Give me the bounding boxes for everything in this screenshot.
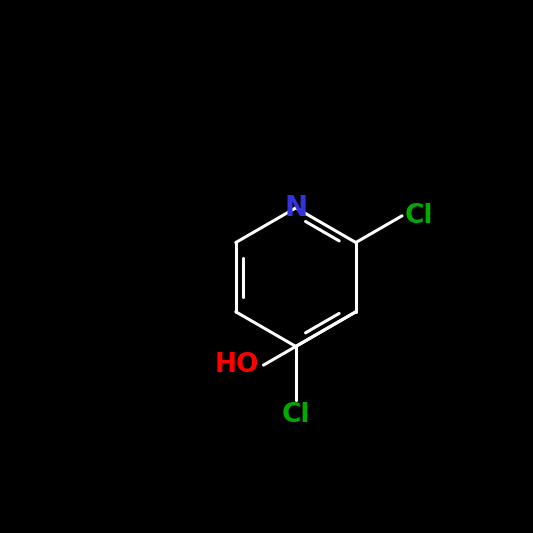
Text: Cl: Cl (281, 402, 310, 429)
Text: HO: HO (215, 352, 259, 378)
Text: N: N (284, 194, 308, 222)
Text: Cl: Cl (405, 203, 433, 229)
